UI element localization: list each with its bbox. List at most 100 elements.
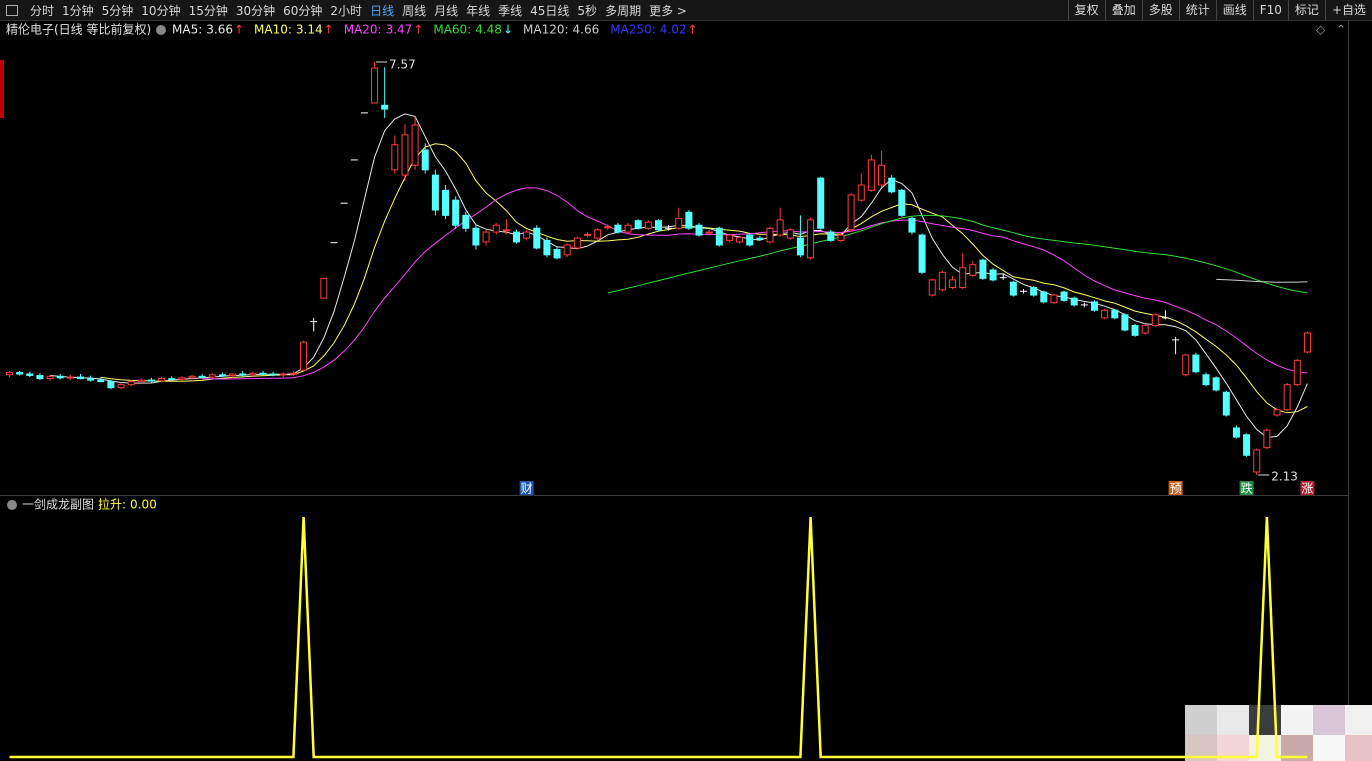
candle-body [178,377,186,380]
candle-body [1243,434,1251,456]
period-tab[interactable]: 日线 [370,3,395,18]
collapse-icon[interactable]: ◇ [1316,23,1326,37]
candle-body [624,224,632,233]
candle-body [218,374,226,377]
candle-body [786,229,794,239]
period-tab[interactable]: 1分钟 [62,3,94,18]
candle-body [685,211,693,229]
tool-button[interactable]: 多股 [1141,0,1179,20]
candle-body [594,229,602,239]
toggle-icon[interactable] [7,500,17,510]
tool-button[interactable]: +自选 [1324,0,1372,20]
toggle-icon[interactable] [156,25,166,35]
candle-body [1121,314,1129,331]
candle-body [391,144,399,171]
tool-buttons: 复权 叠加 多股 统计 画线 F10 标记 +自选 [1067,0,1372,20]
candle-body [807,219,815,259]
period-tab[interactable]: 10分钟 [141,3,181,18]
candle-body [56,375,64,379]
expand-icon[interactable]: ⌃ [1336,23,1346,37]
tool-button[interactable]: 叠加 [1104,0,1142,20]
event-badge [1168,481,1183,495]
candle-body [1283,384,1291,411]
period-tab[interactable]: 5秒 [577,3,598,18]
candle-body [918,234,926,273]
ma-trend: ↑ [234,23,244,37]
candle-body [888,177,896,193]
tool-button[interactable]: 统计 [1178,0,1216,20]
period-tab[interactable]: 45日线 [530,3,570,18]
period-tab[interactable]: 15分钟 [188,3,228,18]
candle-body [452,199,460,226]
candle-body [959,267,967,288]
candle-body [1263,429,1271,449]
event-badge [1239,481,1254,495]
candle-body [279,373,287,376]
candle-body [898,189,906,216]
candle-body [543,239,551,256]
layout-icon[interactable] [6,4,18,16]
ma-trend: ↑ [413,23,423,37]
tool-button[interactable]: 复权 [1067,0,1105,20]
candle-body [736,236,744,243]
candle-body [158,378,166,382]
candle-body [198,375,206,378]
candle-body [553,249,561,259]
candle-body [817,177,825,229]
low-label: 2.13 [1271,470,1298,484]
candle-body [989,269,997,281]
ma-name: MA120: [523,23,569,37]
candle-body [269,373,277,376]
candle-body [847,194,855,231]
candle-body [259,372,267,375]
period-tab[interactable]: 分时 [30,3,55,18]
event-label: 预 [1170,482,1182,496]
tool-button[interactable]: F10 [1252,0,1288,20]
indicator-line [9,516,1308,759]
candle-body [462,214,470,229]
candle-body [533,227,541,249]
candle-body [1151,314,1159,326]
candle-body [1090,301,1098,311]
candle-body [300,341,308,371]
tool-button[interactable]: 画线 [1215,0,1253,20]
candle-body [766,227,774,243]
period-tab[interactable]: 2小时 [330,3,363,18]
period-tab[interactable]: 60分钟 [283,3,323,18]
candle-body [381,104,389,110]
candle-body [239,373,247,376]
tool-button[interactable]: 标记 [1287,0,1325,20]
event-label: 财 [521,482,533,496]
candle-body [492,224,500,233]
candle-body [36,375,44,380]
candle-body [16,372,24,375]
chart-title: 精伦电子(日线 等比前复权) [6,22,151,37]
candle-body [878,164,886,186]
candle-body [97,379,105,383]
period-tab[interactable]: 年线 [466,3,491,18]
candle-body [573,237,581,249]
ma-name: MA60: [433,23,471,37]
candle-body [583,233,591,236]
candle-body [1192,354,1200,373]
candle-body [421,149,429,171]
period-tab[interactable]: 周线 [402,3,427,18]
period-tab[interactable]: 季线 [498,3,523,18]
candle-body [837,234,845,241]
candle-body [908,217,916,233]
candle-body [249,372,257,376]
ma-name: MA10: [254,23,292,37]
period-tab[interactable]: 5分钟 [101,3,134,18]
period-tab[interactable]: 30分钟 [235,3,276,18]
event-label: 涨 [1301,481,1313,496]
candle-body [1131,324,1139,336]
period-tab[interactable]: 更多 > [649,3,687,18]
candle-body [289,372,297,375]
period-tab[interactable]: 多周期 [605,3,642,18]
toolbar: 分时 1分钟 5分钟 10分钟 15分钟 30分钟 60分钟 2小时 日线 周线 月线 年线 季线 45日… [0,0,1372,21]
candle-body [502,229,510,232]
candle-body [1232,427,1240,438]
ma-value: 4.02 [660,23,687,37]
candle-body [1101,309,1109,319]
period-tab[interactable]: 月线 [434,3,459,18]
